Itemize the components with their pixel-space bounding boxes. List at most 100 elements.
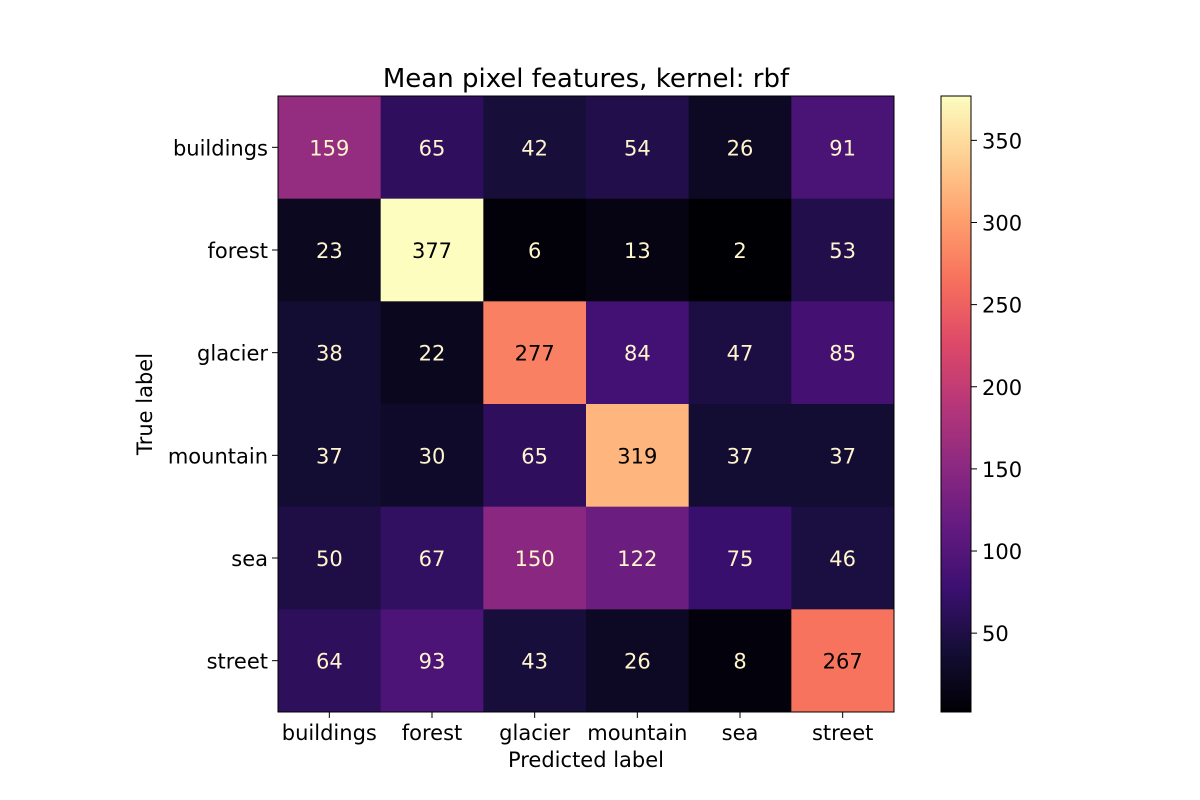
- cell-value-label: 2: [733, 239, 746, 263]
- heatmap-cell: [688, 301, 792, 405]
- y-tick-label: mountain: [168, 444, 268, 468]
- cell-value-label: 26: [727, 136, 754, 160]
- heatmap-cell: [586, 609, 690, 713]
- heatmap-cell: [688, 198, 792, 302]
- cell-value-label: 6: [528, 239, 541, 263]
- heatmap-cell: [380, 301, 484, 405]
- heatmap-cell: [483, 609, 587, 713]
- heatmap-cell: [688, 404, 792, 508]
- x-axis-label: Predicted label: [508, 748, 664, 772]
- heatmap-cell: [380, 96, 484, 200]
- heatmap-cells: 159 65 42 54 26 91 23 377 6 13 2 53 38 22 277 84 47 85 37 3…: [278, 96, 895, 713]
- y-axis-ticks: buildings forest glacier mountain sea street: [168, 136, 278, 674]
- heatmap-cell: [278, 301, 382, 405]
- heatmap-cell: [278, 404, 382, 508]
- cell-value-label: 267: [823, 650, 863, 674]
- heatmap-cell: [791, 301, 895, 405]
- cell-value-label: 93: [419, 650, 446, 674]
- cell-value-label: 23: [316, 239, 343, 263]
- colorbar-tick-label: 150: [982, 458, 1022, 482]
- cell-value-label: 37: [316, 444, 343, 468]
- cell-value-label: 30: [419, 444, 446, 468]
- cell-value-label: 8: [733, 650, 746, 674]
- cell-value-label: 54: [624, 136, 651, 160]
- heatmap-cell: [586, 301, 690, 405]
- cell-value-label: 377: [412, 239, 452, 263]
- cell-value-label: 150: [515, 547, 555, 571]
- x-axis-ticks: buildings forest glacier mountain sea street: [282, 712, 873, 745]
- cell-value-label: 85: [829, 342, 856, 366]
- y-axis-label: True label: [133, 353, 157, 456]
- y-tick-label: buildings: [173, 136, 268, 160]
- colorbar-tick-label: 50: [982, 622, 1009, 646]
- y-tick-label: sea: [231, 547, 268, 571]
- x-tick-label: mountain: [587, 721, 687, 745]
- colorbar-tick-label: 200: [982, 376, 1022, 400]
- heatmap-cell: [483, 198, 587, 302]
- heatmap-cell: [278, 96, 382, 200]
- heatmap-cell: [483, 404, 587, 508]
- y-tick-label: forest: [207, 239, 268, 263]
- heatmap-cell: [278, 198, 382, 302]
- heatmap-cell: [586, 404, 690, 508]
- x-tick-label: sea: [722, 721, 759, 745]
- colorbar-ticks: 50 100 150 200 250 300 350: [971, 129, 1022, 646]
- heatmap-cell: [791, 198, 895, 302]
- cell-value-label: 84: [624, 342, 651, 366]
- heatmap-cell: [586, 96, 690, 200]
- heatmap-cell: [278, 506, 382, 610]
- heatmap-cell: [483, 301, 587, 405]
- cell-value-label: 50: [316, 547, 343, 571]
- y-tick-label: street: [207, 650, 268, 674]
- y-tick-label: glacier: [197, 342, 268, 366]
- heatmap-cell: [483, 96, 587, 200]
- cell-value-label: 13: [624, 239, 651, 263]
- heatmap-cell: [380, 609, 484, 713]
- cell-value-label: 43: [521, 650, 548, 674]
- cell-value-label: 37: [727, 444, 754, 468]
- x-tick-label: glacier: [499, 721, 570, 745]
- cell-value-label: 75: [727, 547, 754, 571]
- cell-value-label: 319: [617, 444, 657, 468]
- heatmap-cell: [688, 506, 792, 610]
- heatmap-cell: [791, 506, 895, 610]
- cell-value-label: 122: [617, 547, 657, 571]
- heatmap-cell: [688, 96, 792, 200]
- heatmap-cell: [483, 506, 587, 610]
- cell-value-label: 42: [521, 136, 548, 160]
- cell-value-label: 37: [829, 444, 856, 468]
- colorbar-tick-label: 250: [982, 294, 1022, 318]
- heatmap-cell: [791, 96, 895, 200]
- cell-value-label: 159: [309, 136, 349, 160]
- heatmap-cell: [586, 198, 690, 302]
- cell-value-label: 26: [624, 650, 651, 674]
- cell-value-label: 53: [829, 239, 856, 263]
- cell-value-label: 67: [419, 547, 446, 571]
- heatmap-cell: [791, 609, 895, 713]
- cell-value-label: 65: [419, 136, 446, 160]
- cell-value-label: 64: [316, 650, 343, 674]
- x-tick-label: street: [812, 721, 873, 745]
- heatmap-cell: [380, 198, 484, 302]
- heatmap-cell: [278, 609, 382, 713]
- x-tick-label: buildings: [282, 721, 377, 745]
- heatmap-cell: [791, 404, 895, 508]
- cell-value-label: 91: [829, 136, 856, 160]
- chart-title: Mean pixel features, kernel: rbf: [383, 64, 790, 94]
- cell-value-label: 277: [515, 342, 555, 366]
- heatmap-cell: [380, 506, 484, 610]
- heatmap-frame: [277, 95, 895, 713]
- heatmap-cell: [688, 609, 792, 713]
- colorbar-tick-label: 100: [982, 540, 1022, 564]
- heatmap-cell: [380, 404, 484, 508]
- cell-value-label: 38: [316, 342, 343, 366]
- x-tick-label: forest: [402, 721, 463, 745]
- cell-value-label: 22: [419, 342, 446, 366]
- colorbar-tick-label: 350: [982, 129, 1022, 153]
- cell-value-label: 46: [829, 547, 856, 571]
- heatmap-cell: [586, 506, 690, 610]
- cell-value-label: 65: [521, 444, 548, 468]
- cell-value-label: 47: [727, 342, 754, 366]
- colorbar-tick-label: 300: [982, 211, 1022, 235]
